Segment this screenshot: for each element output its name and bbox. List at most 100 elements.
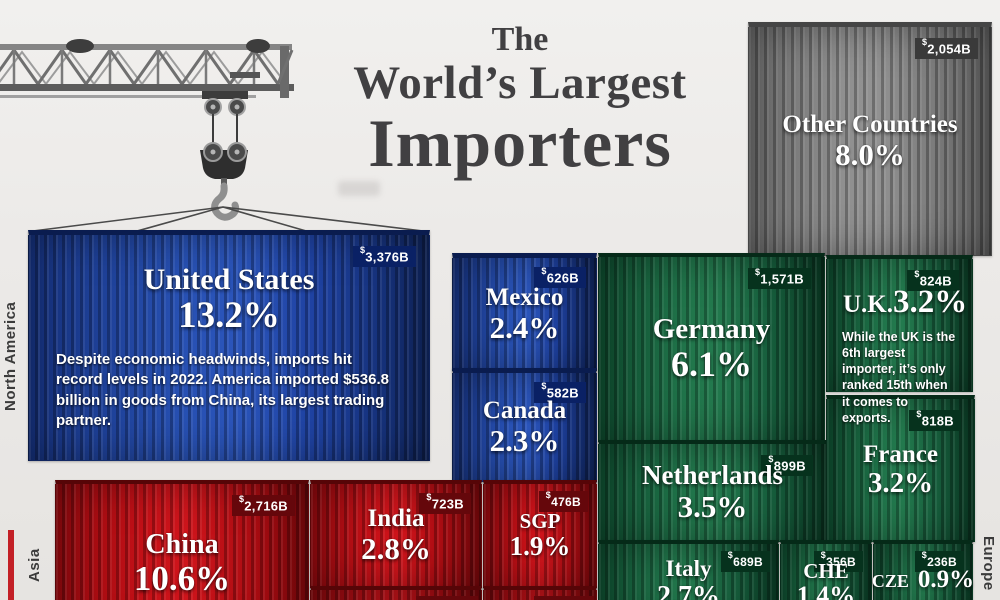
title-worlds-largest: World’s Largest <box>353 56 687 109</box>
currency-symbol: $ <box>916 409 922 419</box>
value-badge: $2,716B <box>231 494 295 517</box>
country-name: CHE <box>803 558 849 583</box>
currency-symbol: $ <box>545 490 552 500</box>
country-name: U.K. <box>843 291 893 318</box>
region-label-asia: Asia <box>26 548 43 582</box>
value-badge: $626B <box>534 266 586 289</box>
country-share: 2.7% <box>657 581 720 600</box>
country-share: 6.1% <box>671 344 752 385</box>
value-badge: $582B <box>534 381 586 404</box>
currency-symbol: $ <box>426 492 432 502</box>
currency-symbol: $ <box>727 550 734 560</box>
value-text: 356B <box>826 555 856 569</box>
country-share: 3.2% <box>893 284 968 320</box>
country-name: China <box>145 528 219 560</box>
country-share: 2.3% <box>489 422 560 458</box>
value-text: 689B <box>733 555 763 569</box>
country-share: 13.2% <box>178 295 280 337</box>
treemap-box-czechia: $236B CZE 0.9% <box>871 540 975 600</box>
country-annotation: While the UK is the 6th largest importer… <box>842 329 956 425</box>
treemap-box-other-countries: $2,054B Other Countries 8.0% <box>748 22 992 256</box>
value-text: 818B <box>921 413 954 429</box>
country-share: 8.0% <box>835 136 905 172</box>
value-badge: $356B <box>813 550 863 572</box>
page-title: The World’s Largest Importers <box>320 22 720 179</box>
value-badge-partial <box>534 596 594 600</box>
value-text: 899B <box>773 458 806 474</box>
treemap-box-india: $723B India 2.8% <box>310 480 482 588</box>
value-badge: $3,376B <box>352 245 416 268</box>
currency-symbol: $ <box>768 454 774 464</box>
value-text: 236B <box>927 555 957 569</box>
treemap-box-partial <box>310 586 482 600</box>
value-badge: $824B <box>907 269 959 292</box>
treemap-box-italy: $689B Italy 2.7% <box>598 540 779 600</box>
value-text: 1,571B <box>760 271 804 287</box>
value-text: 3,376B <box>365 249 409 265</box>
treemap-box-china: $2,716B China 10.6% <box>55 480 309 600</box>
country-share: 2.8% <box>361 531 431 567</box>
treemap-box-mexico: $626B Mexico 2.4% <box>452 253 597 371</box>
country-name-row: U.K. 3.2% <box>843 284 967 321</box>
country-name: SGP <box>519 508 561 533</box>
value-badge: $2,054B <box>914 37 978 60</box>
country-name: Canada <box>482 396 567 424</box>
treemap-box-france: $818B France 3.2% <box>826 395 975 542</box>
treemap-box-partial <box>483 586 597 600</box>
value-text: 2,716B <box>244 498 288 514</box>
value-text: 2,054B <box>927 41 971 57</box>
region-label-north-america: North America <box>2 301 19 411</box>
value-badge: $899B <box>761 454 813 477</box>
country-name: France <box>863 440 938 468</box>
currency-symbol: $ <box>541 266 547 276</box>
country-annotation: Despite economic headwinds, imports hit … <box>56 351 389 429</box>
currency-symbol: $ <box>238 494 245 504</box>
hook-shadow <box>338 181 380 196</box>
country-name: United States <box>143 262 315 296</box>
country-share: 1.9% <box>509 531 571 562</box>
currency-symbol: $ <box>921 550 928 560</box>
country-share: 3.2% <box>867 466 934 499</box>
currency-symbol: $ <box>359 245 366 255</box>
value-badge: $818B <box>909 409 961 432</box>
value-badge: $236B <box>914 550 964 572</box>
country-name: CZE <box>871 571 909 591</box>
value-text: 824B <box>919 273 952 289</box>
country-name: Mexico <box>485 283 564 311</box>
currency-symbol: $ <box>914 269 920 279</box>
country-share: 10.6% <box>133 559 231 599</box>
country-name: Italy <box>665 556 712 582</box>
value-badge: $723B <box>419 492 471 515</box>
country-share: 2.4% <box>489 309 560 345</box>
country-name: India <box>367 505 425 533</box>
treemap-box-switzerland: $356B CHE 1.4% <box>780 540 872 600</box>
currency-symbol: $ <box>921 37 928 47</box>
treemap-box-netherlands: $899B Netherlands 3.5% <box>598 440 827 542</box>
region-label-europe: Europe <box>980 535 997 591</box>
treemap-box-singapore: $476B SGP 1.9% <box>483 480 597 588</box>
country-share: 3.5% <box>677 489 748 525</box>
value-text: 476B <box>551 495 581 509</box>
value-text: 582B <box>546 385 579 401</box>
country-share: 0.9% <box>917 566 975 593</box>
value-badge: $1,571B <box>747 267 811 290</box>
country-name: Germany <box>652 312 771 345</box>
currency-symbol: $ <box>754 267 761 277</box>
treemap-box-uk: $824B U.K. 3.2% While the UK is the 6th … <box>826 255 973 425</box>
treemap-box-united-states: $3,376B United States 13.2% Despite econ… <box>28 230 430 461</box>
country-name: Netherlands <box>642 460 783 491</box>
country-share: 1.4% <box>796 581 856 600</box>
currency-symbol: $ <box>820 550 827 560</box>
treemap-box-germany: $1,571B Germany 6.1% <box>598 253 825 442</box>
value-badge-partial <box>416 596 478 600</box>
country-name: Other Countries <box>782 110 958 138</box>
title-the: The <box>491 21 549 58</box>
value-text: 723B <box>431 496 464 512</box>
crane-illustration <box>0 39 424 236</box>
asia-indicator-bar <box>8 530 14 600</box>
treemap-box-canada: $582B Canada 2.3% <box>452 368 597 482</box>
currency-symbol: $ <box>541 381 547 391</box>
value-text: 626B <box>546 270 579 286</box>
title-importers: Importers <box>368 105 672 182</box>
value-badge: $689B <box>720 550 770 572</box>
